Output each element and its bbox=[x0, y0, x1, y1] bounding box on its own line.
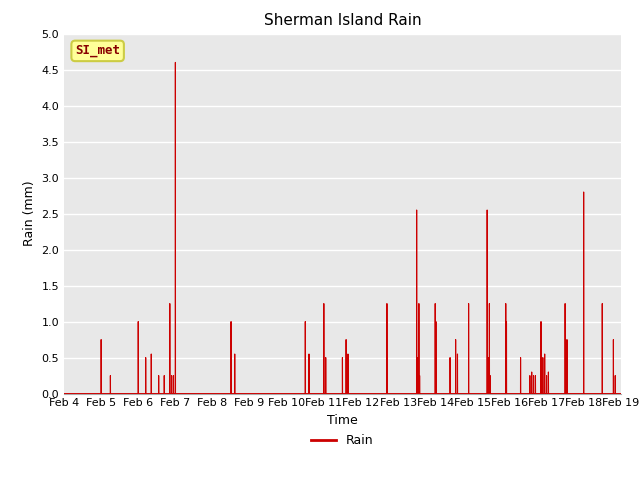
X-axis label: Time: Time bbox=[327, 414, 358, 427]
Legend: Rain: Rain bbox=[306, 429, 379, 452]
Text: SI_met: SI_met bbox=[75, 44, 120, 58]
Title: Sherman Island Rain: Sherman Island Rain bbox=[264, 13, 421, 28]
Y-axis label: Rain (mm): Rain (mm) bbox=[23, 181, 36, 246]
